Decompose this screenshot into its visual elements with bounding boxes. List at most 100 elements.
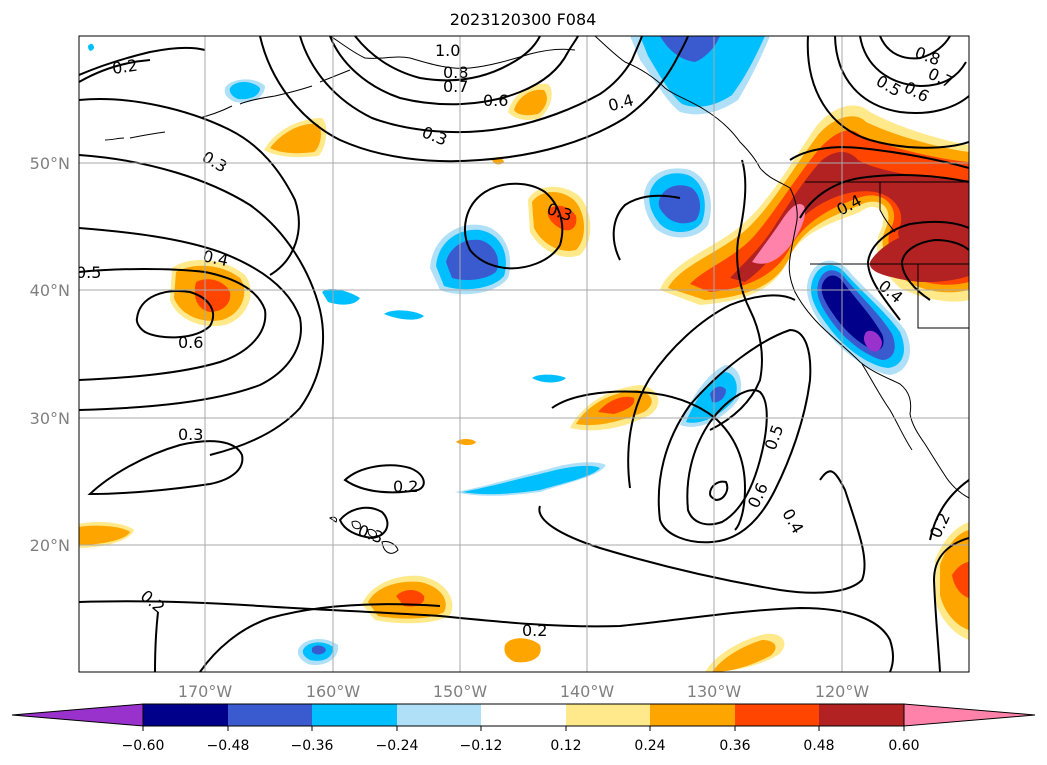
contour-high-1 (135, 290, 215, 339)
lat-label: 20°N (30, 536, 70, 555)
contour-low-05 (657, 328, 812, 544)
anomaly-180-20n-orange (79, 525, 130, 545)
contour-alaska-1 (354, 36, 541, 82)
colorbar-segment (650, 704, 735, 726)
colorbar-segment (566, 704, 650, 726)
anomaly-gulf-alaska-blue (660, 36, 720, 62)
contour-label: 0.2 (111, 56, 139, 78)
contour-label: 0.2 (393, 477, 418, 496)
contour-02-south (79, 600, 894, 672)
contour-low-06 (686, 389, 768, 526)
contour-south-outer (199, 603, 441, 672)
coastlines (104, 36, 969, 554)
lon-label: 140°W (560, 682, 615, 701)
alaska-coast (329, 36, 791, 189)
anomaly-143w-red (547, 205, 577, 231)
negative-anomaly-fills (88, 36, 910, 666)
contour-ne-pacific-03 (79, 98, 300, 276)
contour-main-04 (709, 159, 763, 431)
contour-lines (79, 36, 969, 672)
lon-label: 150°W (433, 682, 488, 701)
colorbar-tick-label: −0.36 (291, 738, 334, 754)
contour-low-06-inner (708, 480, 729, 502)
contour-03-hawaii (338, 506, 389, 540)
contour-interior-04-b (900, 238, 969, 301)
contour-alaska-4 (259, 36, 689, 163)
colorbar-segment (397, 704, 481, 726)
map-content: 0.2 1.0 0.8 0.7 0.6 0.4 0.3 0.8 0.7 0.6 … (79, 36, 969, 672)
colorbar-segment (312, 704, 397, 726)
contour-alaska-3 (299, 36, 643, 134)
colorbar-over-triangle (903, 703, 1036, 727)
anomaly-mexico-coast-red (952, 562, 969, 598)
anomaly-152w-36n (384, 310, 424, 320)
map-title: 2023120300 F084 (450, 10, 597, 29)
anomaly-135w-48n-blue (658, 185, 701, 224)
anomaly-158w-12n-blue (312, 645, 326, 655)
contour-mexico-02 (929, 479, 969, 541)
colorbar-tick-label: −0.60 (122, 738, 165, 754)
anomaly-nw-155w-orange (270, 123, 321, 154)
contour-label: 0.7 (443, 77, 468, 96)
contour-label: 0.6 (178, 333, 203, 352)
anomaly-170w-red (194, 279, 231, 312)
contour-nw-us-04 (789, 146, 969, 169)
colorbar-segment (735, 704, 819, 726)
contour-high-3 (79, 227, 302, 411)
contour-far-south (154, 611, 159, 672)
contour-high-4 (79, 154, 325, 456)
colorbar-segment (143, 704, 228, 726)
colorbar-tick-label: 0.48 (803, 738, 834, 754)
map-frame (78, 35, 970, 673)
contour-03-north-central (464, 182, 564, 270)
contour-mexico-02-b (932, 537, 969, 672)
anomaly-150w-tiny (456, 439, 476, 445)
anomaly-180-58n (88, 43, 94, 51)
anomaly-128w-south-orange (712, 640, 776, 672)
contour-interior-04 (866, 220, 969, 321)
anomaly-nw-darkred (730, 152, 969, 282)
gridlines (79, 36, 969, 672)
contour-ne-pacific-02 (79, 46, 206, 76)
longitude-labels: 170°W 160°W 150°W 140°W 130°W 120°W (178, 682, 870, 701)
colorbar-tick-label: −0.24 (376, 738, 419, 754)
colorbar-segment (819, 704, 904, 726)
anomaly-137w-red (598, 396, 635, 414)
contour-midpac-04 (612, 194, 681, 261)
contour-nw-us-08 (879, 36, 951, 60)
contour-03-south (87, 440, 244, 496)
lon-label: 160°W (306, 682, 361, 701)
colorbar: −0.60 −0.48 −0.36 −0.24 −0.12 0.12 0.24 … (11, 703, 1036, 754)
lat-label: 30°N (30, 409, 70, 428)
anomaly-gulf-alaska-cyan (640, 36, 765, 107)
colorbar-under-triangle (11, 703, 144, 727)
na-west-coast (788, 187, 969, 499)
anomaly-140w-north-orange (514, 89, 547, 116)
colorbar-tick-label: 0.36 (719, 738, 750, 754)
lon-label: 120°W (815, 682, 870, 701)
contour-nw-us-06 (834, 36, 969, 114)
colorbar-tick-label: −0.12 (460, 738, 503, 754)
contour-nw-us-07 (859, 36, 967, 88)
anomaly-ak-small-cyan (229, 82, 260, 100)
contour-nw-us-04-b (799, 174, 969, 219)
colorbar-ticks (142, 726, 905, 731)
contour-02-hawaii (343, 464, 425, 494)
contour-nw-us-05 (806, 36, 969, 149)
colorbar-tick-label: 0.60 (888, 738, 919, 754)
anomaly-160w-38n (322, 289, 360, 305)
contour-label: 0.8 (443, 63, 468, 82)
lon-label: 170°W (178, 682, 233, 701)
hawaii-islands (329, 516, 399, 554)
anomaly-143w-32n (532, 374, 566, 383)
contour-pac-02-top (79, 59, 151, 83)
colorbar-tick-label: −0.48 (207, 738, 250, 754)
colorbar-frame (142, 703, 905, 727)
anomaly-154w-red (396, 590, 425, 607)
colorbar-segment (228, 704, 312, 726)
contour-label: 0.2 (522, 621, 547, 640)
positive-anomaly-fills (79, 83, 969, 672)
anomaly-148w-small (504, 638, 541, 663)
lat-label: 40°N (30, 281, 70, 300)
aleutian-islands (104, 69, 351, 141)
